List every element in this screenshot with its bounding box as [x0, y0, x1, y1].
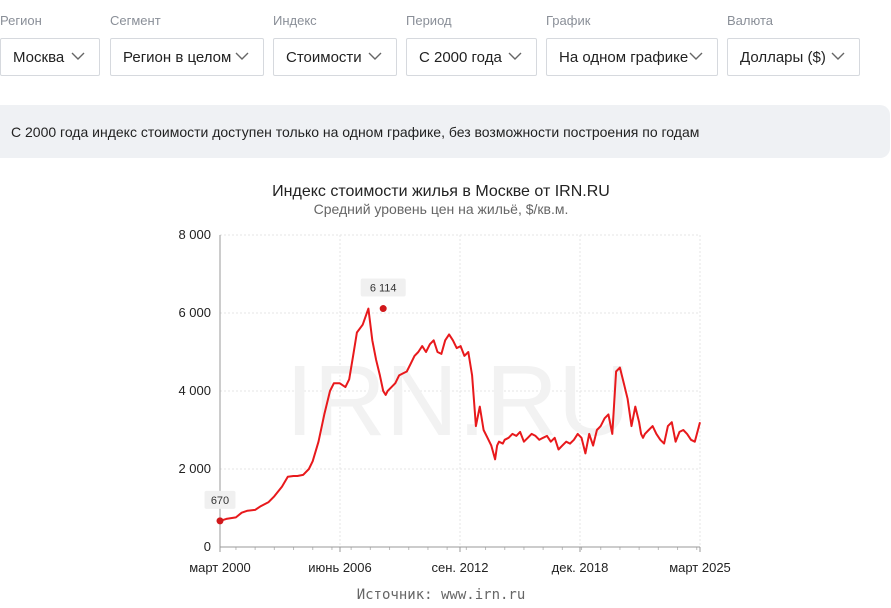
x-tick-label: сен. 2012	[431, 560, 488, 575]
chevron-down-icon	[71, 52, 85, 60]
filter-label-period: Период	[406, 13, 452, 28]
annotation-marker	[379, 305, 387, 313]
watermark: IRN.RU	[286, 345, 630, 457]
x-tick-label: март 2025	[669, 560, 731, 575]
notice-text: С 2000 года индекс стоимости доступен то…	[11, 123, 700, 140]
annotation-label-bg	[204, 490, 236, 509]
y-tick-label: 4 000	[178, 383, 211, 398]
annotation-layer: 670 6 114	[204, 278, 406, 525]
chevron-down-icon	[831, 52, 845, 60]
filter-label-index: Индекс	[273, 13, 317, 28]
chart-mode-select[interactable]: На одном графике	[546, 38, 718, 76]
filter-label-chart-mode: График	[546, 13, 591, 28]
chart-title: Индекс стоимости жилья в Москве от IRN.R…	[272, 183, 610, 200]
region-select[interactable]: Москва	[0, 38, 100, 76]
source-label: Источник: www.irn.ru	[357, 587, 526, 603]
y-tick-label: 8 000	[178, 227, 211, 242]
segment-select[interactable]: Регион в целом	[110, 38, 264, 76]
filter-label-segment: Сегмент	[110, 13, 161, 28]
currency-select-value: Доллары ($)	[740, 48, 826, 66]
y-tick-label: 0	[204, 539, 211, 554]
filter-label-currency: Валюта	[727, 13, 773, 28]
y-tick-label: 2 000	[178, 461, 211, 476]
annotation-label-bg	[360, 278, 406, 297]
series-layer	[219, 307, 701, 522]
filters-bar: Регион Москва Сегмент Регион в целом Инд…	[0, 0, 891, 90]
currency-select[interactable]: Доллары ($)	[727, 38, 860, 76]
y-tick-label: 6 000	[178, 305, 211, 320]
annotation-label: 6 114	[370, 283, 397, 295]
info-notice: С 2000 года индекс стоимости доступен то…	[0, 105, 890, 158]
chevron-down-icon	[235, 52, 249, 60]
period-select-value: С 2000 года	[419, 48, 502, 66]
annotation-marker	[216, 517, 224, 525]
segment-select-value: Регион в целом	[123, 48, 232, 66]
x-tick-label: март 2000	[189, 560, 251, 575]
series-line	[219, 307, 701, 522]
annotation-label: 670	[211, 495, 229, 507]
region-select-value: Москва	[13, 48, 65, 66]
chart-mode-select-value: На одном графике	[559, 48, 689, 66]
filter-label-region: Регион	[0, 13, 42, 28]
x-tick-label: июнь 2006	[308, 560, 372, 575]
chevron-down-icon	[368, 52, 382, 60]
index-select[interactable]: Стоимости	[273, 38, 397, 76]
chevron-down-icon	[689, 52, 703, 60]
x-tick-label: дек. 2018	[552, 560, 609, 575]
chevron-down-icon	[508, 52, 522, 60]
chart-subtitle: Средний уровень цен на жильё, $/кв.м.	[314, 201, 569, 217]
price-index-chart: IRN.RU Индекс стоимости жилья в Москве о…	[178, 183, 731, 603]
period-select[interactable]: С 2000 года	[406, 38, 537, 76]
index-select-value: Стоимости	[286, 48, 362, 66]
